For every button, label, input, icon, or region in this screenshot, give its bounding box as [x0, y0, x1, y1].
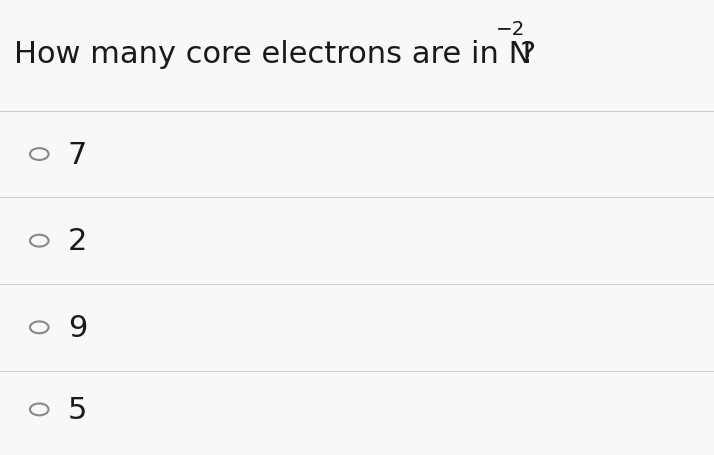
Text: 2: 2: [68, 227, 87, 256]
Text: −2: −2: [496, 20, 526, 39]
Text: How many core electrons are in N: How many core electrons are in N: [14, 40, 532, 69]
Text: 9: 9: [68, 313, 87, 342]
Text: 5: 5: [68, 395, 87, 424]
Text: 7: 7: [68, 140, 87, 169]
Text: ?: ?: [520, 40, 536, 69]
